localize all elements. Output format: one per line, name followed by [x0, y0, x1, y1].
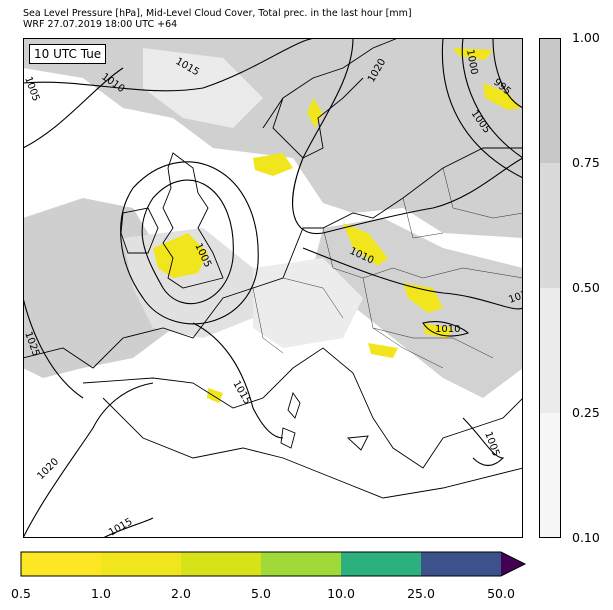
cloud-colorbar-tick: 0.75	[572, 155, 600, 170]
precip-colorbar-segment	[421, 552, 501, 576]
cloud-colorbar-segment	[539, 413, 561, 538]
cloud-colorbar-segment	[539, 288, 561, 413]
precip-colorbar-tick: 2.0	[171, 586, 191, 601]
cloud-colorbar-tick: 0.25	[572, 405, 600, 420]
isobar-1015-south	[192, 322, 284, 439]
precipitation-colorbar	[20, 551, 527, 577]
precip-colorbar-segment	[181, 552, 261, 576]
isobar-1005	[141, 179, 234, 305]
isobar-1010-north	[23, 67, 124, 149]
isobar-1015-sw	[102, 517, 154, 538]
isobar-1000	[461, 38, 523, 159]
precip-colorbar-frame	[20, 551, 527, 577]
cloud-colorbar-tick: 0.10	[572, 530, 600, 545]
isobars	[23, 38, 523, 538]
cloud-region	[313, 218, 523, 398]
country-borders	[252, 167, 523, 369]
isobar-1005-se	[462, 417, 505, 467]
great-britain-coast	[162, 152, 224, 289]
cloud-colorbar-frame	[539, 38, 561, 538]
precip-colorbar-segment	[101, 552, 181, 576]
map-frame	[23, 38, 523, 538]
isobar-1010-central	[302, 247, 523, 310]
corsica-coast	[287, 391, 301, 419]
precip-colorbar-tick: 25.0	[407, 586, 435, 601]
model-run-subtitle: WRF 27.07.2019 18:00 UTC +64	[23, 19, 178, 30]
mediterranean-coast	[82, 347, 523, 469]
precip-area	[368, 343, 398, 358]
precip-colorbar-segment	[341, 552, 421, 576]
cloud-colorbar-tick: 0.50	[572, 280, 600, 295]
isobar-1025	[23, 297, 84, 399]
precip-area	[453, 48, 493, 60]
isobar-995	[492, 38, 523, 109]
precip-area	[153, 233, 208, 278]
cloud-cover-layer	[23, 38, 523, 398]
precip-area	[253, 153, 293, 176]
forecast-map: 1005 1010 1015 1020 1000 995 1005 1005 1…	[23, 38, 523, 538]
precip-colorbar-tick: 10.0	[327, 586, 355, 601]
sicily-coast	[346, 435, 369, 451]
cloud-colorbar-tick: 1.00	[572, 30, 600, 45]
cloud-cover-colorbar	[539, 38, 561, 538]
precip-area	[343, 223, 388, 266]
precip-colorbar-tick: 1.0	[91, 586, 111, 601]
map-title: Sea Level Pressure [hPa], Mid-Level Clou…	[23, 8, 412, 19]
cloud-region	[253, 258, 363, 348]
isobar-1005-east	[441, 38, 523, 179]
precip-area	[483, 83, 521, 110]
cloud-colorbar-segment	[539, 163, 561, 288]
precip-colorbar-segment	[261, 552, 341, 576]
scandinavia-coast	[262, 38, 399, 159]
precip-colorbar-tick: 0.5	[11, 586, 31, 601]
cloud-colorbar-segment	[539, 38, 561, 163]
isobar-1015-north	[23, 38, 323, 92]
valid-time-label: 10 UTC Tue	[29, 44, 107, 64]
precip-area	[403, 283, 443, 313]
precip-colorbar-segment	[21, 552, 101, 576]
precip-colorbar-tick: 5.0	[251, 586, 271, 601]
precip-colorbar-extend	[501, 552, 525, 576]
precip-colorbar-tick: 50.0	[487, 586, 515, 601]
isobar-label: 1010	[435, 324, 460, 335]
isobar-label: 1000	[464, 49, 479, 76]
isobar-1010	[120, 161, 259, 325]
precipitation-layer	[153, 48, 521, 403]
precip-area	[307, 98, 323, 128]
isobar-1010-small	[422, 321, 470, 337]
isobar-1020-south	[23, 382, 154, 538]
isobar-1020	[292, 38, 523, 235]
precip-area	[423, 323, 453, 338]
north-africa-coast	[102, 397, 523, 499]
